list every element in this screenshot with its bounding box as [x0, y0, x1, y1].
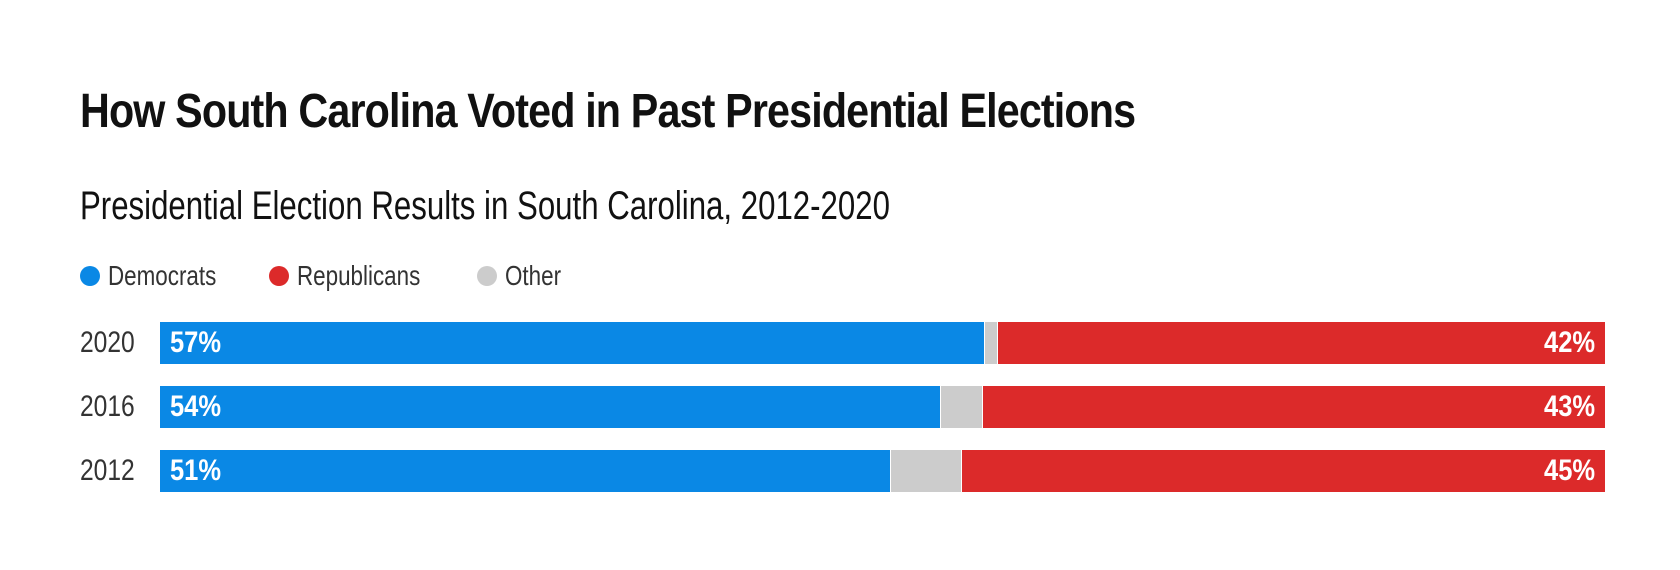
- legend-label-other: Other: [505, 260, 562, 291]
- bar-republicans-2020: 42%: [998, 322, 1605, 364]
- category-label-2016: 2016: [80, 390, 135, 423]
- legend-label-democrats: Democrats: [108, 260, 217, 291]
- stacked-bar-2012: 51% 45%: [160, 450, 1605, 492]
- bar-other-2020: [984, 322, 998, 364]
- chart-title: How South Carolina Voted in Past Preside…: [80, 85, 1136, 138]
- legend-swatch-republicans: [269, 266, 290, 286]
- legend-swatch-democrats: [80, 266, 100, 286]
- bar-other-2012: [890, 450, 962, 492]
- stacked-bar-2016: 54% 43%: [160, 386, 1605, 428]
- bar-democrats-2016: 54%: [160, 386, 940, 428]
- data-label-democrats-2016: 54%: [170, 390, 222, 423]
- data-label-republicans-2012: 45%: [1543, 454, 1595, 487]
- bar-row-2016: 2016 54% 43%: [80, 386, 1605, 428]
- data-label-republicans-2016: 43%: [1543, 390, 1595, 423]
- data-label-republicans-2020: 42%: [1543, 326, 1595, 359]
- legend-label-republicans: Republicans: [297, 260, 421, 291]
- bar-republicans-2012: 45%: [962, 450, 1605, 492]
- category-label-2020: 2020: [80, 326, 135, 359]
- legend-item-republicans: Republicans: [269, 260, 451, 292]
- bar-republicans-2016: 43%: [983, 386, 1605, 428]
- bar-democrats-2012: 51%: [160, 450, 890, 492]
- legend-swatch-other: [477, 266, 498, 286]
- bar-democrats-2020: 57%: [160, 322, 984, 364]
- bar-other-2016: [940, 386, 983, 428]
- stacked-bar-2020: 57% 42%: [160, 322, 1605, 364]
- data-label-democrats-2020: 57%: [170, 326, 222, 359]
- chart-subtitle: Presidential Election Results in South C…: [80, 184, 890, 228]
- bar-row-2012: 2012 51% 45%: [80, 450, 1605, 492]
- legend-item-other: Other: [477, 260, 575, 292]
- chart-legend: Democrats Republicans Other: [80, 258, 602, 294]
- legend-item-democrats: Democrats: [80, 260, 243, 292]
- category-label-2012: 2012: [80, 454, 135, 487]
- data-label-democrats-2012: 51%: [170, 454, 222, 487]
- bar-row-2020: 2020 57% 42%: [80, 322, 1605, 364]
